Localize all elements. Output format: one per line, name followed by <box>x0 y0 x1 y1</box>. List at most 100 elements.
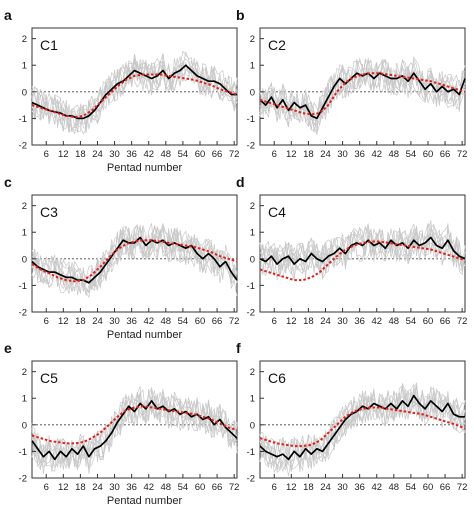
y-tick-label: 2 <box>22 367 27 378</box>
y-tick-label: 2 <box>22 201 27 212</box>
ensemble-trace <box>31 50 238 134</box>
x-tick-label: 54 <box>178 316 189 327</box>
x-tick-label: 48 <box>161 482 172 493</box>
x-tick-label: 60 <box>195 316 206 327</box>
x-tick-label: 36 <box>354 316 365 327</box>
y-tick-label: -1 <box>19 281 27 292</box>
x-tick-label: 18 <box>303 149 314 160</box>
x-tick-label: 66 <box>212 316 223 327</box>
panel-c: 6 12 18 24 30 36 42 48 54 60 66 72-2-1012cC3Pentad … <box>4 174 239 341</box>
x-tick-label: 6 <box>272 149 277 160</box>
y-tick-label: -2 <box>247 141 255 152</box>
x-tick-label: 60 <box>423 149 434 160</box>
ensemble-trace <box>259 390 466 474</box>
x-tick-label: 12 <box>58 316 69 327</box>
x-tick-label: 72 <box>457 149 468 160</box>
x-tick-label: 24 <box>92 149 103 160</box>
y-tick-label: 0 <box>22 87 27 98</box>
y-tick-label: -2 <box>19 308 27 319</box>
x-tick-label: 48 <box>389 316 400 327</box>
x-tick-label: 24 <box>92 482 103 493</box>
panel-letter: e <box>4 340 12 356</box>
x-tick-label: 36 <box>354 149 365 160</box>
ensemble-trace <box>259 58 466 126</box>
x-tick-label: 54 <box>406 149 417 160</box>
x-tick-label: 42 <box>371 316 382 327</box>
x-tick-label: 24 <box>320 149 331 160</box>
ensemble-trace <box>259 226 466 279</box>
panel-title: C2 <box>268 37 286 53</box>
x-tick-label: 6 <box>272 482 277 493</box>
y-tick-label: -2 <box>19 474 27 485</box>
y-tick-label: 2 <box>250 367 255 378</box>
x-tick-label: 72 <box>457 482 468 493</box>
x-tick-label: 36 <box>354 482 365 493</box>
panel-title: C6 <box>268 370 286 386</box>
x-tick-label: 66 <box>440 149 451 160</box>
observed-line-black <box>259 394 465 461</box>
x-tick-label: 72 <box>229 149 240 160</box>
y-tick-label: 1 <box>250 394 255 405</box>
x-tick-label: 48 <box>389 482 400 493</box>
y-tick-label: 2 <box>250 34 255 45</box>
y-tick-label: 1 <box>250 61 255 72</box>
fit-line-red <box>31 405 238 445</box>
ensemble-trace <box>259 385 466 477</box>
x-tick-label: 24 <box>92 316 103 327</box>
ensemble-trace <box>259 58 466 131</box>
x-tick-label: 30 <box>109 482 120 493</box>
axes-frame <box>31 360 238 479</box>
ensemble-trace <box>31 226 238 297</box>
ensemble-trace <box>31 53 238 132</box>
x-tick-label: 6 <box>44 149 49 160</box>
x-tick-label: 12 <box>286 482 297 493</box>
y-tick-label: -1 <box>247 281 255 292</box>
x-tick-label: 66 <box>212 149 223 160</box>
y-tick-label: -2 <box>247 308 255 319</box>
ensemble-trace <box>259 383 466 473</box>
ensemble-trace <box>259 224 466 280</box>
x-tick-label: 48 <box>389 149 400 160</box>
x-tick-label: 18 <box>303 316 314 327</box>
axes-frame <box>259 194 466 313</box>
y-tick-label: 1 <box>22 394 27 405</box>
y-tick-label: 0 <box>22 420 27 431</box>
x-axis-label: Pentad number <box>107 495 183 507</box>
y-tick-label: 1 <box>22 61 27 72</box>
x-tick-label: 18 <box>75 316 86 327</box>
x-tick-label: 54 <box>178 149 189 160</box>
fit-line-red <box>259 240 466 282</box>
panel-a: 6 12 18 24 30 36 42 48 54 60 66 72-2-1012aC1Pentad … <box>4 7 239 174</box>
panel-title: C1 <box>40 37 58 53</box>
panel-title: C5 <box>40 370 58 386</box>
y-tick-label: -1 <box>247 447 255 458</box>
ensemble-trace <box>31 386 238 471</box>
x-tick-label: 36 <box>126 316 137 327</box>
x-tick-label: 30 <box>109 316 120 327</box>
x-tick-label: 42 <box>143 149 154 160</box>
y-tick-label: -2 <box>247 474 255 485</box>
panel-letter: f <box>236 340 241 356</box>
fit-line-red <box>259 72 466 116</box>
x-tick-label: 42 <box>371 482 382 493</box>
x-tick-label: 66 <box>212 482 223 493</box>
x-tick-label: 18 <box>303 482 314 493</box>
x-tick-label: 6 <box>44 482 49 493</box>
x-tick-label: 6 <box>44 316 49 327</box>
y-tick-label: 1 <box>22 228 27 239</box>
y-tick-label: -2 <box>19 141 27 152</box>
ensemble-trace <box>31 389 238 470</box>
panel-e: 6 12 18 24 30 36 42 48 54 60 66 72-2-1012eC5Pentad … <box>4 340 239 507</box>
ensemble-trace <box>31 222 238 299</box>
x-tick-label: 24 <box>320 316 331 327</box>
ensemble-trace <box>31 60 238 132</box>
observed-line-black <box>31 236 238 284</box>
x-tick-label: 24 <box>320 482 331 493</box>
panel-letter: c <box>4 174 12 190</box>
x-tick-label: 54 <box>406 482 417 493</box>
ensemble-trace <box>259 225 466 277</box>
x-tick-label: 30 <box>337 482 348 493</box>
panel-letter: a <box>4 7 12 23</box>
